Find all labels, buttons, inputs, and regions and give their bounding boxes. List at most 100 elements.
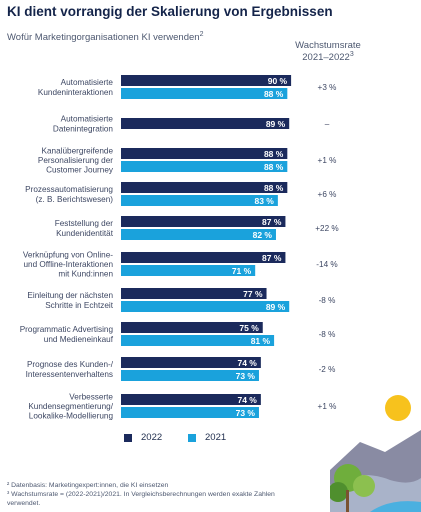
category-label-line: Prozessautomatisierung: [25, 185, 113, 194]
category-label: Automatisierte Kundeninteraktionen: [38, 78, 114, 97]
growth-rate-value: -8 %: [319, 296, 336, 305]
category-label-line: Automatisierte: [61, 78, 114, 87]
growth-rate-value: +22 %: [315, 224, 338, 233]
category-label: Verbesserte Kundensegmentierung/Lookalike…: [28, 392, 113, 420]
growth-rate-value: +1 %: [318, 402, 337, 411]
category-label-line: Interessentenverhaltens: [26, 370, 113, 379]
value-label-2021: 81 %: [251, 336, 271, 346]
bar-2022: [121, 288, 267, 299]
growth-rate-value: -14 %: [316, 260, 337, 269]
tree-crown-icon: [330, 482, 348, 502]
category-label: Prozessautomatisierung (z. B. Berichtswes…: [25, 185, 113, 204]
bar-2021: [121, 195, 278, 206]
legend-item-2021: 2021: [188, 432, 226, 443]
legend-label-2022: 2022: [141, 432, 163, 443]
value-label-2022: 88 %: [264, 149, 284, 159]
category-label-line: Prognose des Kunden-/: [27, 360, 114, 369]
growth-rate-value: +6 %: [318, 190, 337, 199]
value-label-2021: 88 %: [264, 162, 284, 172]
category-label-line: Einleitung der nächsten: [27, 291, 113, 300]
bar-2022: [121, 322, 263, 333]
bar-2022: [121, 182, 288, 193]
bar-2022: [121, 148, 288, 159]
tree-crown-icon: [353, 475, 375, 497]
bar-2021: [121, 88, 288, 99]
bar-2021: [121, 407, 259, 418]
value-label-2021: 73 %: [236, 408, 256, 418]
category-label: Automatisierte Datenintegration: [53, 115, 114, 134]
value-label-2022: 75 %: [239, 323, 259, 333]
subtitle-footnote-marker: 2: [199, 30, 204, 38]
category-label: Programmatic Advertising und Medieneinkau…: [20, 325, 114, 344]
category-label-line: Customer Journey: [46, 166, 114, 175]
category-label-line: Schritte in Echtzeit: [45, 301, 114, 310]
bar-2022: [121, 216, 286, 227]
bar-2021: [121, 370, 259, 381]
landscape-illustration: [330, 395, 421, 512]
category-label-line: Verknüpfung von Online-: [23, 250, 113, 259]
category-label-line: mit Kund:innen: [58, 270, 113, 279]
bar-2022: [121, 118, 290, 129]
footnote-2: ² Datenbasis: Marketingexpert:innen, die…: [7, 482, 169, 489]
value-label-2021: 73 %: [236, 371, 256, 381]
bar-2022: [121, 252, 286, 263]
growth-rate-value: -8 %: [319, 330, 336, 339]
category-label-line: Kanalübergreifende: [42, 146, 114, 155]
bar-2022: [121, 394, 261, 405]
tree-trunk: [346, 490, 349, 512]
legend-swatch-2021: [188, 433, 196, 442]
category-label-line: Lookalike-Modellierung: [29, 412, 114, 421]
value-label-2022: 77 %: [243, 289, 263, 299]
bar-2021: [121, 301, 290, 312]
value-label-2022: 87 %: [262, 217, 282, 227]
category-label: Einleitung der nächsten Schritte in Echtz…: [27, 291, 113, 310]
value-label-2022: 89 %: [266, 119, 286, 129]
footnote-3: ³ Wachstumsrate = (2022-2021)/2021. In V…: [7, 491, 275, 507]
category-label: Prognose des Kunden-/Interessentenverhal…: [26, 360, 114, 379]
chart-subtitle: Wofür Marketingorganisationen KI verwend…: [7, 30, 204, 43]
category-label-line: (z. B. Berichtswesen): [36, 195, 114, 204]
value-label-2022: 90 %: [268, 76, 288, 86]
value-label-2022: 74 %: [237, 358, 257, 368]
growth-rate-value: –: [325, 120, 330, 129]
bar-2021: [121, 161, 288, 172]
category-label-line: und Offline-Interaktionen: [23, 260, 113, 269]
category-label-line: Programmatic Advertising: [20, 325, 114, 334]
growth-rate-header-line2-wrap: 2021–20223: [285, 50, 371, 64]
category-label: Verknüpfung von Online-und Offline-Inter…: [23, 250, 114, 278]
category-label-line: Personalisierung der: [38, 156, 113, 165]
footnotes: ² Datenbasis: Marketingexpert:innen, die…: [7, 481, 307, 508]
sun-icon: [385, 395, 411, 421]
value-label-2021: 88 %: [264, 89, 284, 99]
bar-2021: [121, 229, 276, 240]
value-label-2022: 74 %: [237, 395, 257, 405]
bar-2022: [121, 75, 292, 86]
legend-label-2021: 2021: [205, 432, 227, 443]
category-label-line: Automatisierte: [61, 115, 114, 124]
bar-2022: [121, 357, 261, 368]
category-label-line: Kundenidentität: [56, 229, 114, 238]
chart-title: KI dient vorrangig der Skalierung von Er…: [7, 4, 333, 19]
growth-rate-header: Wachstumsrate 2021–20223: [285, 40, 371, 64]
bar-2021: [121, 335, 275, 346]
bar-chart: 90 %88 %Automatisierte Kundeninteraktione…: [20, 75, 339, 421]
value-label-2021: 82 %: [253, 230, 273, 240]
category-label-line: Verbesserte: [69, 392, 113, 401]
category-label-line: Kundensegmentierung/: [28, 402, 113, 411]
category-label-line: und Medieneinkauf: [44, 335, 114, 344]
growth-rate-header-line1: Wachstumsrate: [295, 40, 361, 51]
category-label-line: Feststellung der: [55, 219, 114, 228]
category-label-line: Datenintegration: [53, 124, 114, 133]
category-label: Kanalübergreifende Personalisierung der Cu…: [38, 146, 114, 174]
value-label-2021: 83 %: [254, 196, 274, 206]
growth-rate-value: +1 %: [318, 156, 337, 165]
category-label-line: Kundeninteraktionen: [38, 88, 114, 97]
value-label-2022: 87 %: [262, 253, 282, 263]
legend-item-2022: 2022: [124, 432, 162, 443]
legend-swatch-2022: [124, 433, 132, 442]
growth-rate-value: +3 %: [318, 83, 337, 92]
growth-footnote-marker: 3: [349, 50, 354, 58]
growth-rate-header-line2: 2021–2022: [302, 52, 350, 63]
chart-subtitle-text: Wofür Marketingorganisationen KI verwend…: [7, 32, 200, 43]
value-label-2022: 88 %: [264, 183, 284, 193]
